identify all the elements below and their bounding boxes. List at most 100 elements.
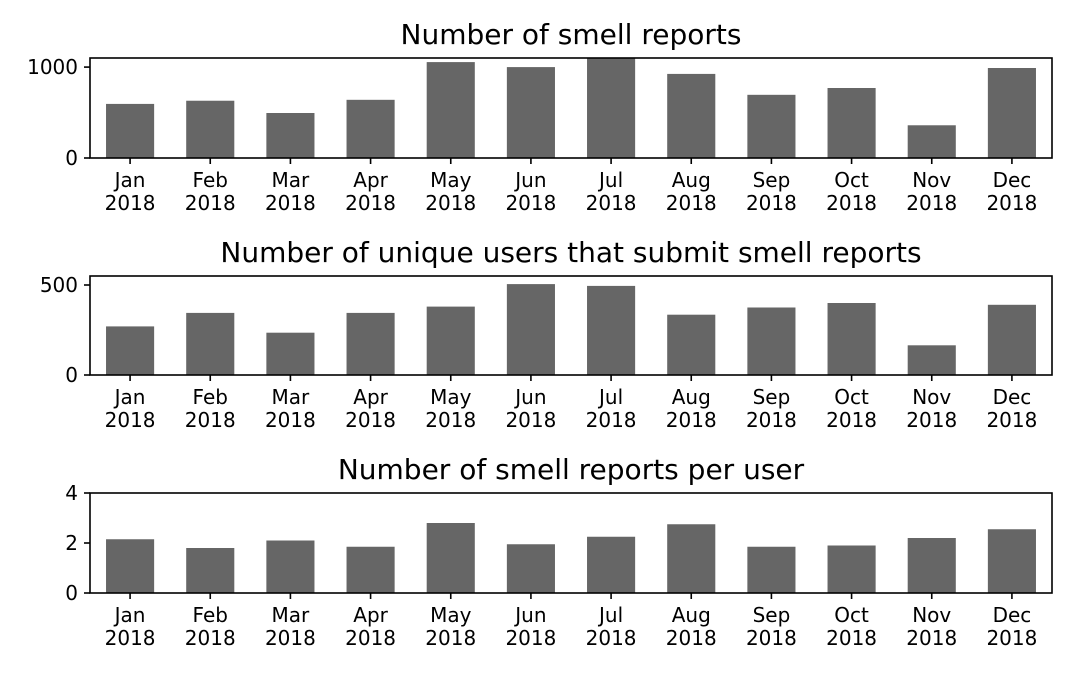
x-tick-label-year: 2018 [105,626,156,650]
x-tick-label-year: 2018 [666,626,717,650]
x-tick-label-month: Dec [993,168,1032,192]
bar-sep [747,94,796,158]
x-tick-label-year: 2018 [185,408,236,432]
x-tick-label-year: 2018 [425,191,476,215]
x-tick-label-year: 2018 [666,191,717,215]
bar-jul [587,58,636,158]
bar-oct [827,303,876,375]
chart-panel-1: Number of smell reports01000Jan2018Feb20… [27,18,1053,215]
bar-apr [346,99,395,158]
bar-feb [186,100,235,158]
bar-may [426,523,475,593]
x-tick-label-month: Apr [353,168,388,192]
bar-oct [827,545,876,593]
bar-nov [907,538,956,593]
bar-nov [907,125,956,158]
bar-nov [907,345,956,375]
bar-jun [506,67,555,158]
x-tick-label-year: 2018 [505,191,556,215]
x-tick-label-year: 2018 [505,408,556,432]
x-tick-label-year: 2018 [986,191,1037,215]
x-tick-label-month: Jul [597,168,623,192]
x-tick-label-year: 2018 [586,626,637,650]
x-tick-label-year: 2018 [826,626,877,650]
bar-mar [266,332,315,375]
x-tick-label-month: Jul [597,603,623,627]
x-tick-label-year: 2018 [986,626,1037,650]
x-tick-label-month: May [430,168,472,192]
x-tick-label-year: 2018 [345,626,396,650]
bar-dec [987,68,1036,158]
x-tick-label-month: Dec [993,385,1032,409]
bar-mar [266,113,315,158]
x-tick-label-year: 2018 [746,191,797,215]
x-tick-label-year: 2018 [746,408,797,432]
bar-feb [186,548,235,593]
bar-oct [827,88,876,158]
x-tick-label-year: 2018 [826,191,877,215]
bar-apr [346,312,395,375]
x-tick-label-month: Jan [113,168,146,192]
bar-aug [667,314,716,375]
x-tick-label-year: 2018 [505,626,556,650]
chart-title: Number of smell reports per user [338,453,805,486]
y-tick-label: 1000 [27,55,78,79]
x-tick-label-year: 2018 [185,191,236,215]
x-tick-label-year: 2018 [105,191,156,215]
bar-jan [106,103,155,158]
bar-may [426,306,475,375]
y-tick-label: 0 [65,581,78,605]
bar-feb [186,312,235,375]
bar-jul [587,285,636,375]
y-tick-label: 4 [65,481,78,505]
x-tick-label-month: Oct [834,168,869,192]
bar-aug [667,524,716,593]
chart-panels: Number of smell reports01000Jan2018Feb20… [27,18,1053,650]
x-tick-label-year: 2018 [586,191,637,215]
bar-sep [747,307,796,375]
x-tick-label-month: Feb [193,603,228,627]
x-tick-label-month: Sep [753,385,791,409]
y-tick-label: 500 [40,273,78,297]
bar-jun [506,544,555,593]
x-tick-label-month: Jun [513,603,546,627]
bar-jul [587,536,636,593]
x-tick-label-year: 2018 [265,626,316,650]
x-tick-label-month: Jul [597,385,623,409]
x-tick-label-month: Mar [272,603,311,627]
bar-jan [106,539,155,593]
x-tick-label-month: Nov [912,168,951,192]
x-tick-label-month: Jan [113,603,146,627]
x-tick-label-month: Mar [272,385,311,409]
x-tick-label-month: Jun [513,385,546,409]
x-tick-label-year: 2018 [185,626,236,650]
x-tick-label-year: 2018 [666,408,717,432]
bar-mar [266,540,315,593]
x-tick-label-month: Mar [272,168,311,192]
x-tick-label-month: Sep [753,603,791,627]
x-tick-label-year: 2018 [906,191,957,215]
x-tick-label-month: Sep [753,168,791,192]
y-tick-label: 0 [65,146,78,170]
x-tick-label-month: Apr [353,385,388,409]
axes-frame [89,275,1053,376]
x-tick-label-year: 2018 [746,626,797,650]
x-tick-label-year: 2018 [345,191,396,215]
x-tick-label-month: Nov [912,603,951,627]
bar-apr [346,546,395,593]
bar-aug [667,73,716,158]
x-tick-label-month: Feb [193,168,228,192]
x-tick-label-month: Aug [672,385,711,409]
x-tick-label-month: May [430,603,472,627]
x-tick-label-year: 2018 [265,191,316,215]
x-tick-label-year: 2018 [345,408,396,432]
x-tick-label-year: 2018 [906,626,957,650]
chart-title: Number of smell reports [401,18,742,51]
x-tick-label-year: 2018 [105,408,156,432]
x-tick-label-month: Oct [834,385,869,409]
x-tick-label-month: Apr [353,603,388,627]
x-tick-label-year: 2018 [986,408,1037,432]
y-tick-label: 0 [65,363,78,387]
x-tick-label-year: 2018 [826,408,877,432]
